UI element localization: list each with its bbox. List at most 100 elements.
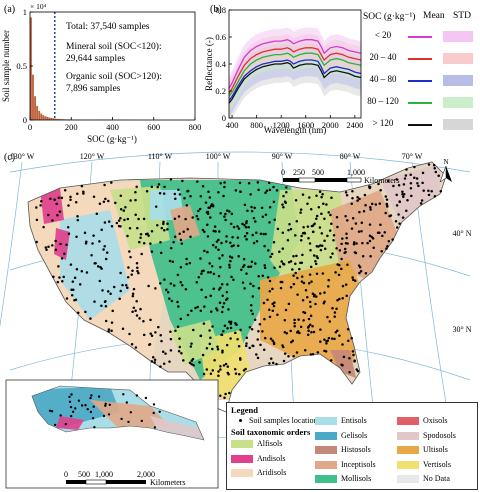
sample-point — [360, 221, 364, 224]
sample-point — [247, 265, 250, 269]
legend-item-label: Histosols — [341, 445, 371, 454]
sample-point — [284, 201, 287, 204]
sample-point — [98, 202, 102, 206]
sample-point — [230, 212, 234, 216]
sample-point — [106, 290, 110, 293]
sample-point — [124, 205, 127, 209]
sample-point — [292, 255, 295, 258]
y-tick-label: 0 — [23, 115, 27, 125]
sample-point — [207, 206, 210, 209]
sample-point — [186, 189, 190, 193]
sample-point — [336, 298, 339, 302]
sample-point — [386, 244, 389, 248]
sample-point — [107, 330, 110, 333]
sample-point — [334, 271, 337, 274]
histogram-bar — [38, 110, 41, 120]
sample-point — [315, 217, 318, 220]
legend-item-label: Inceptisols — [341, 459, 376, 469]
sample-point — [303, 348, 307, 352]
sample-point — [309, 265, 313, 269]
sample-point — [104, 402, 107, 405]
sample-point — [211, 369, 215, 372]
sample-point — [185, 204, 189, 207]
sample-point — [317, 245, 320, 248]
sample-point — [127, 266, 130, 269]
sample-point — [125, 401, 128, 404]
sample-point — [307, 325, 311, 328]
sample-point — [338, 334, 341, 337]
sample-point — [324, 350, 328, 353]
sample-point — [85, 240, 88, 243]
sample-point — [230, 244, 234, 248]
sample-point — [128, 250, 131, 253]
sample-point — [212, 287, 215, 291]
sample-point — [164, 352, 167, 355]
sample-point — [123, 218, 126, 222]
sample-point — [216, 345, 219, 348]
sample-point — [105, 251, 109, 254]
sample-point — [199, 195, 203, 198]
sample-point — [225, 240, 228, 243]
sample-point — [177, 188, 180, 191]
sample-point — [378, 202, 382, 205]
sample-point — [421, 171, 425, 175]
sample-point — [200, 272, 203, 276]
parallel-line — [9, 151, 471, 173]
sample-point — [218, 257, 221, 260]
sample-point — [283, 352, 287, 355]
sample-point — [351, 276, 354, 279]
sample-point — [221, 305, 225, 309]
alaska-inset: 0 500 1,000 2,000 Kilometers — [5, 379, 219, 489]
sample-point — [144, 396, 148, 400]
sample-point — [119, 217, 122, 220]
sample-point — [358, 210, 361, 214]
sample-point — [77, 399, 81, 402]
legend-mean-swatch — [408, 80, 432, 82]
sample-point — [241, 222, 244, 226]
sample-point — [264, 232, 267, 236]
sample-point — [154, 205, 158, 208]
sample-point — [213, 359, 216, 362]
legend-swatch — [231, 469, 253, 477]
sample-point — [268, 289, 272, 293]
sample-point — [272, 185, 275, 189]
soil-region — [150, 416, 204, 440]
sample-point — [356, 369, 360, 373]
sample-point — [159, 282, 162, 285]
histogram-bar — [40, 113, 43, 120]
sample-point — [215, 240, 219, 243]
sample-point — [295, 254, 298, 258]
sample-point — [150, 185, 154, 189]
sample-point — [151, 355, 155, 359]
sample-point — [177, 350, 181, 353]
sample-point — [300, 280, 304, 283]
sample-point — [71, 410, 75, 413]
sample-point — [206, 223, 209, 227]
sample-point — [240, 268, 243, 271]
sample-point — [296, 276, 299, 280]
sample-point — [323, 239, 326, 242]
sample-point — [362, 210, 366, 213]
sample-point — [271, 339, 274, 343]
sample-point — [369, 255, 372, 258]
sample-point — [218, 301, 222, 304]
sample-point — [153, 358, 157, 362]
sample-point — [179, 280, 182, 284]
sample-point — [53, 423, 57, 427]
sample-point — [263, 244, 266, 248]
sample-point — [247, 225, 250, 229]
histogram-bar — [32, 74, 34, 120]
sample-point — [208, 329, 211, 332]
sample-point — [320, 212, 323, 215]
sample-point — [239, 190, 242, 193]
sample-point — [219, 212, 222, 215]
sample-point — [276, 313, 279, 317]
sample-point — [260, 206, 264, 210]
sample-point — [162, 362, 166, 366]
sample-point — [70, 288, 73, 291]
sample-point — [136, 226, 139, 230]
sample-point — [233, 367, 237, 371]
sample-point — [134, 198, 137, 202]
legend-header-soc: SOC (g·kg⁻¹) — [363, 12, 416, 22]
legend-item-label: Spodosols — [423, 430, 456, 440]
